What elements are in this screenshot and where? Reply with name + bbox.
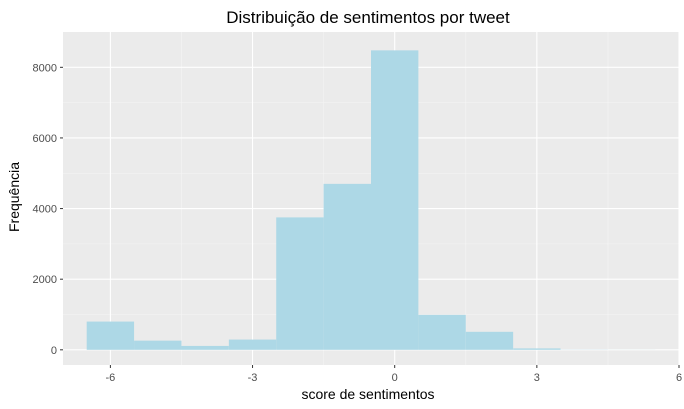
- histogram-bar: [181, 345, 229, 350]
- y-tick-label: 6000: [33, 133, 57, 145]
- histogram-bars: [86, 50, 656, 350]
- y-axis-ticks: 0 2000 4000 6000 8000: [33, 62, 63, 357]
- x-axis-ticks: -6 -3 0 3 6: [105, 365, 682, 384]
- x-tick-label: -6: [105, 372, 115, 384]
- histogram-bar: [228, 339, 277, 350]
- histogram-bar: [276, 217, 324, 350]
- x-axis-title: score de sentimentos: [301, 386, 434, 402]
- x-tick-label: 6: [676, 372, 682, 384]
- histogram-bar: [86, 321, 135, 350]
- y-tick-label: 8000: [33, 62, 57, 74]
- x-tick-label: -3: [248, 372, 258, 384]
- x-tick-label: 3: [534, 372, 540, 384]
- y-tick-label: 0: [51, 345, 57, 357]
- y-tick-label: 4000: [33, 204, 57, 216]
- y-axis-title: Frequência: [6, 162, 22, 232]
- histogram-bar: [465, 331, 514, 350]
- histogram-bar: [371, 50, 419, 350]
- x-tick-label: 0: [392, 372, 398, 384]
- histogram-bar: [513, 348, 561, 350]
- histogram-bar: [134, 340, 182, 350]
- histogram-bar: [323, 183, 371, 350]
- y-tick-label: 2000: [33, 274, 57, 286]
- chart-title: Distribuição de sentimentos por tweet: [226, 8, 510, 27]
- histogram-bar: [418, 314, 466, 350]
